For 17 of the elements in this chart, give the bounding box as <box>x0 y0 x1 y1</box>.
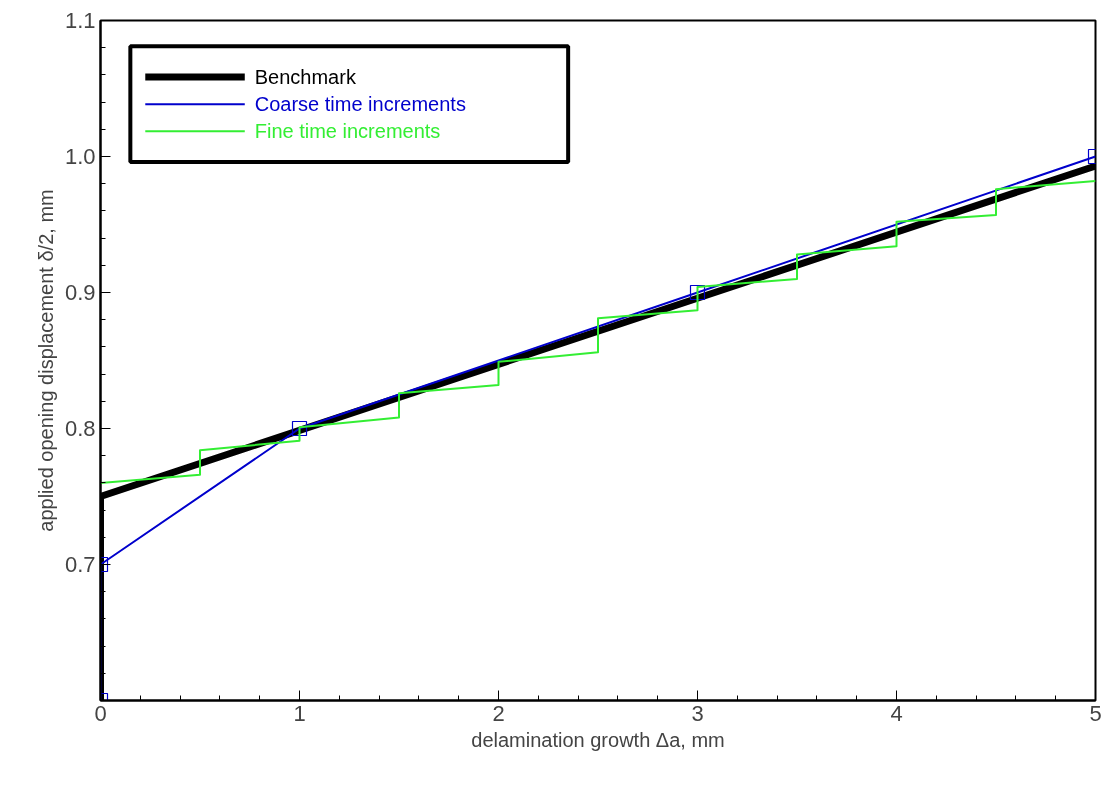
x-tick-label: 4 <box>890 700 903 726</box>
legend-label: Benchmark <box>254 65 357 88</box>
y-tick-label: 1.1 <box>64 8 96 33</box>
x-tick-label: 2 <box>492 700 505 726</box>
x-tick-label: 3 <box>691 700 704 726</box>
legend-label: Coarse time increments <box>254 93 466 116</box>
y-tick-label: 0.8 <box>64 416 96 441</box>
x-tick-label: 1 <box>293 700 306 726</box>
y-tick-label: 0.9 <box>64 280 96 305</box>
y-tick-label: 1.0 <box>64 144 96 169</box>
legend-label: Fine time increments <box>254 120 441 143</box>
y-axis-title: applied opening displacement δ/2, mm <box>34 189 57 532</box>
x-axis-title: delamination growth Δa, mm <box>471 728 725 751</box>
y-tick-label: 0.7 <box>64 552 96 577</box>
x-tick-label: 5 <box>1089 700 1102 726</box>
x-tick-label: 0 <box>94 700 107 726</box>
line-series <box>100 179 1096 484</box>
